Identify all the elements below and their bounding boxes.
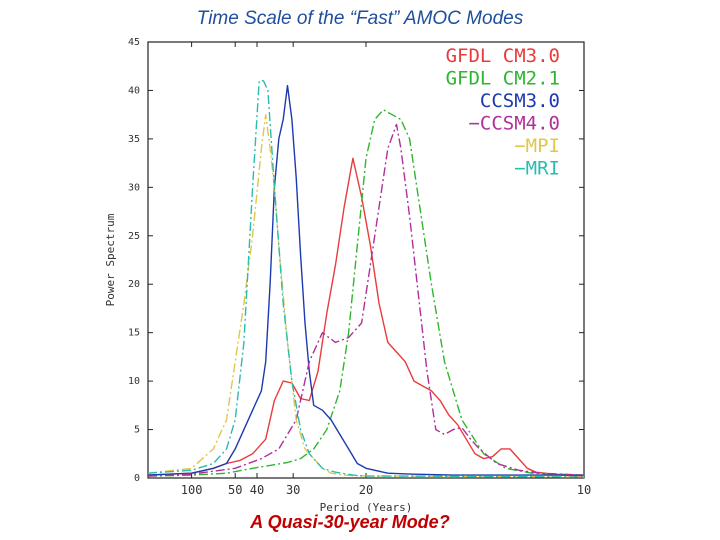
series-lines [147, 80, 585, 478]
y-tick-label: 15 [128, 328, 140, 339]
y-tick-label: 40 [128, 85, 140, 96]
x-tick-label: 40 [250, 483, 264, 497]
legend-entry-mpi: −MPI [514, 135, 560, 157]
x-tick-label: 30 [286, 483, 300, 497]
x-tick-label: 20 [359, 483, 373, 497]
legend-entry-mri: −MRI [514, 158, 560, 180]
legend-entry-gfdl-cm3-0: GFDL CM3.0 [446, 45, 560, 67]
y-tick-label: 25 [128, 231, 140, 242]
series-line-gfdl-cm2-1 [147, 109, 585, 477]
series-line-mri [147, 80, 585, 478]
x-tick-label: 10 [577, 483, 591, 497]
y-tick-label: 35 [128, 134, 140, 145]
x-axis-label: Period (Years) [320, 501, 413, 514]
y-tick-label: 30 [128, 182, 140, 193]
series-line-ccsm3-0 [147, 84, 584, 476]
legend-entry-gfdl-cm2-1: GFDL CM2.1 [446, 68, 560, 90]
series-line-gfdl-cm3-0 [147, 157, 585, 477]
slide-caption: A Quasi-30-year Mode? [250, 512, 450, 532]
y-tick-label: 20 [128, 279, 140, 290]
slide-title: Time Scale of the “Fast” AMOC Modes [196, 8, 524, 29]
y-tick-label: 10 [128, 376, 140, 387]
y-tick-label: 45 [128, 37, 140, 48]
series-line-ccsm4-0 [147, 123, 585, 477]
y-axis-ticks: 0 5 10 15 20 25 30 35 40 45 [128, 37, 584, 484]
x-axis-ticks: 100 50 40 30 20 10 [181, 42, 591, 497]
x-tick-label: 100 [181, 483, 203, 497]
y-axis-label: Power Spectrum [104, 213, 117, 306]
y-tick-label: 0 [134, 473, 140, 484]
legend-entry-ccsm3-0: CCSM3.0 [480, 90, 560, 112]
x-tick-label: 50 [228, 483, 242, 497]
y-tick-label: 5 [134, 425, 140, 436]
legend-entry-ccsm4-0: −CCSM4.0 [468, 113, 560, 135]
